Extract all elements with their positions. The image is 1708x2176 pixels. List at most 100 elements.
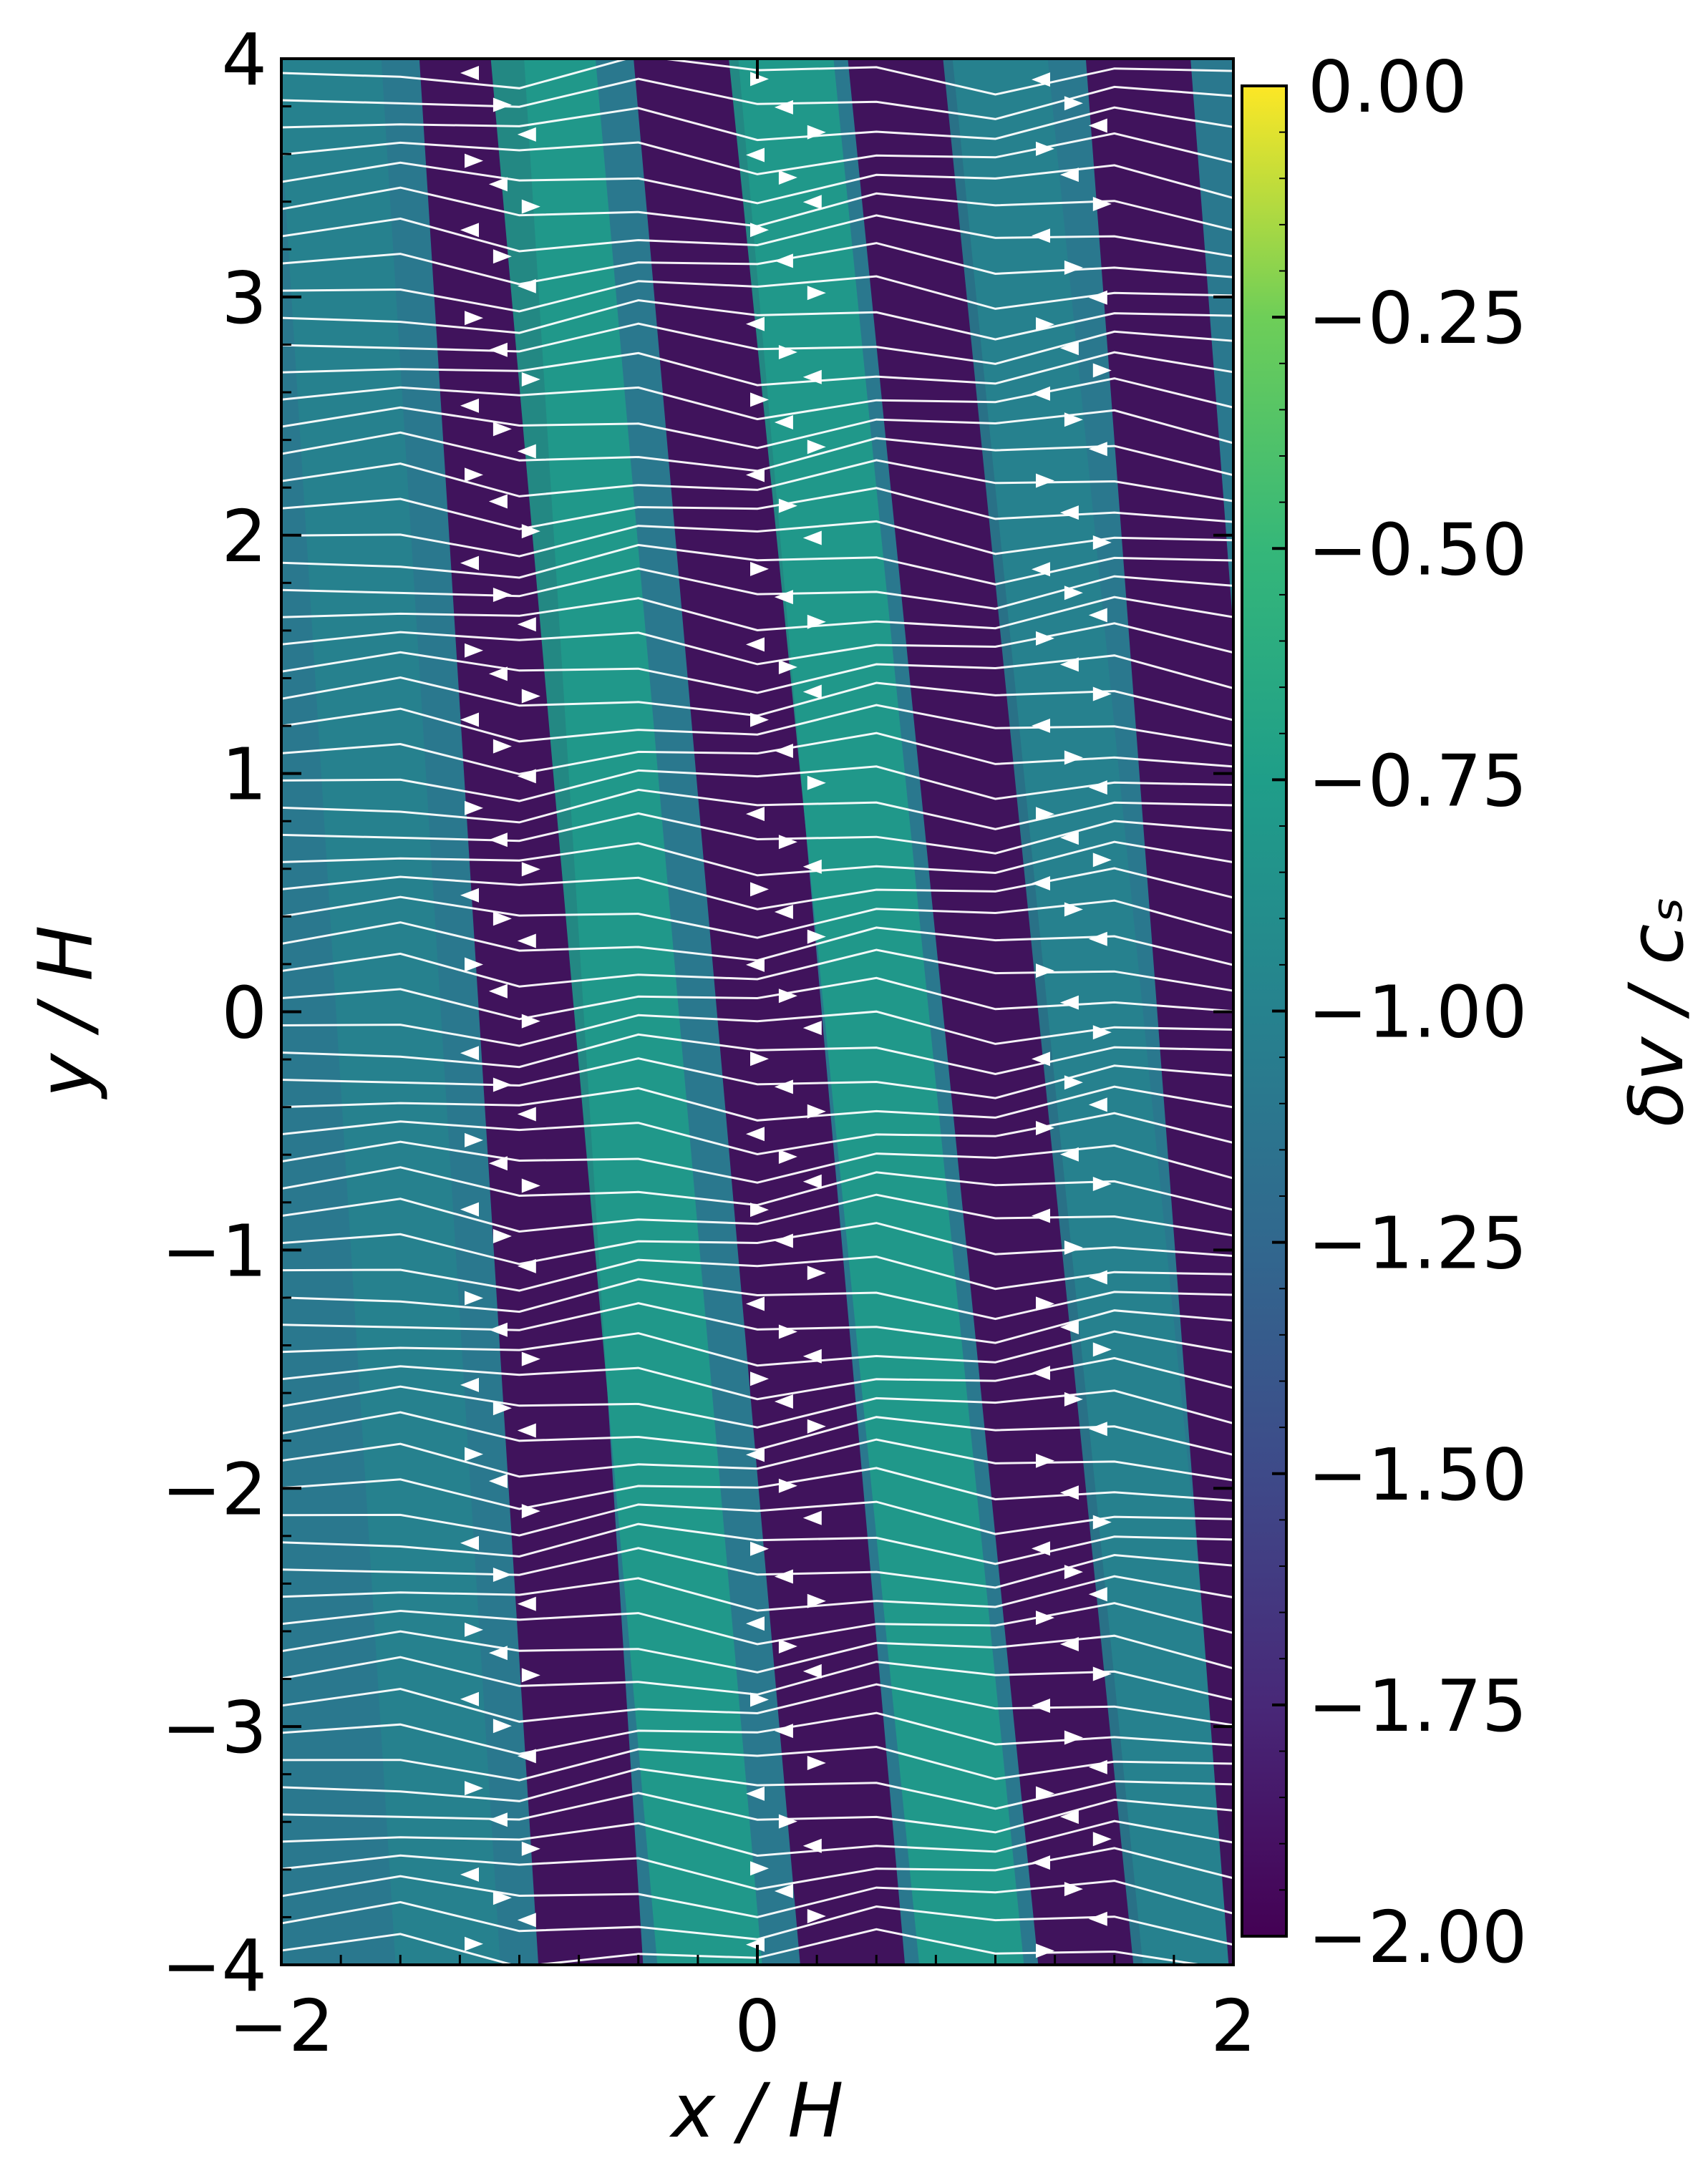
streamline-arrow bbox=[774, 1569, 793, 1584]
y-tick-label: 4 bbox=[221, 18, 267, 102]
streamline bbox=[281, 1010, 1233, 1047]
streamline-arrow bbox=[521, 372, 540, 387]
streamline bbox=[281, 132, 1233, 175]
streamline bbox=[281, 1330, 1233, 1367]
streamline-arrow bbox=[1036, 473, 1054, 488]
streamline-arrow bbox=[488, 177, 508, 192]
streamline bbox=[281, 765, 1233, 802]
streamline bbox=[281, 1033, 1233, 1076]
streamline-arrow bbox=[774, 1883, 793, 1898]
streamline-arrow bbox=[521, 1841, 540, 1856]
streamline-arrow bbox=[750, 1692, 769, 1707]
streamline-arrow bbox=[1036, 807, 1054, 822]
streamline bbox=[281, 1438, 1233, 1482]
streamline-arrow bbox=[807, 286, 826, 301]
streamline-arrow bbox=[778, 170, 797, 185]
heatmap-band bbox=[943, 59, 1233, 1965]
streamline bbox=[281, 1656, 1233, 1701]
streamline-arrow bbox=[750, 1541, 769, 1556]
streamline-arrow bbox=[517, 444, 536, 459]
x-tick-label: 2 bbox=[1210, 1984, 1256, 2068]
streamline-arrow bbox=[488, 1156, 508, 1171]
streamline-arrow bbox=[750, 72, 769, 87]
streamline-arrow bbox=[1036, 631, 1054, 646]
streamline-arrow bbox=[488, 1646, 508, 1661]
streamline bbox=[281, 812, 1233, 855]
streamline-arrow bbox=[492, 587, 512, 602]
streamline bbox=[281, 459, 1233, 502]
y-tick-label: 1 bbox=[221, 733, 267, 817]
streamline-arrow bbox=[465, 1291, 483, 1306]
colorbar-label: δv / cₛ bbox=[1613, 896, 1700, 1127]
streamline bbox=[281, 77, 1233, 120]
streamline-arrow bbox=[1036, 1943, 1054, 1958]
streamline bbox=[281, 921, 1233, 966]
streamline bbox=[281, 1745, 1233, 1782]
streamline-arrow bbox=[1064, 1565, 1083, 1580]
streamline-arrow bbox=[1092, 686, 1112, 701]
heatmap-band bbox=[490, 59, 762, 1965]
streamline-arrow bbox=[521, 1178, 540, 1193]
streamline-arrow bbox=[521, 1668, 540, 1683]
streamline-arrow bbox=[517, 1258, 536, 1273]
streamline-arrow bbox=[460, 888, 479, 903]
streamline-arrow bbox=[460, 66, 479, 80]
streamline-arrow bbox=[465, 311, 483, 326]
streamline-arrow bbox=[802, 1021, 822, 1036]
streamline-arrow bbox=[746, 147, 765, 162]
colorbar-tick-label: −0.25 bbox=[1308, 276, 1527, 360]
streamline-arrow bbox=[778, 1324, 797, 1339]
streamline-arrow bbox=[488, 1474, 508, 1489]
colorbar: 0.00 −0.25 −0.50 −0.75 −1.00 −1.25 −1.50 −1.75 −… bbox=[1241, 45, 1700, 1979]
streamline-arrow bbox=[807, 125, 826, 140]
streamline-arrow bbox=[1064, 750, 1083, 765]
streamline-arrow bbox=[802, 859, 822, 874]
streamline-arrow bbox=[802, 684, 822, 699]
streamline-arrow bbox=[1032, 386, 1050, 401]
streamline-arrow bbox=[1064, 260, 1083, 275]
streamline bbox=[281, 1356, 1233, 1401]
streamline-arrow bbox=[1032, 1366, 1050, 1381]
heatmap-band bbox=[1085, 59, 1233, 1965]
streamline-arrow bbox=[774, 253, 793, 268]
streamline-arrow bbox=[465, 467, 483, 482]
streamline-arrow bbox=[807, 929, 826, 944]
streamline-arrow bbox=[465, 1936, 483, 1951]
streamline-arrow bbox=[1059, 1147, 1079, 1162]
streamline-arrow bbox=[1032, 1699, 1050, 1714]
streamline-arrow bbox=[778, 1149, 797, 1164]
streamline bbox=[281, 840, 1233, 877]
streamline-arrow bbox=[746, 1786, 765, 1801]
streamline bbox=[281, 704, 1233, 747]
streamline-arrow bbox=[746, 957, 765, 972]
streamline-arrow bbox=[774, 904, 793, 919]
streamline-arrow bbox=[517, 769, 536, 784]
streamline bbox=[281, 351, 1233, 387]
streamline-arrow bbox=[492, 1567, 512, 1582]
streamline-arrow bbox=[1088, 1422, 1107, 1437]
streamline-arrow bbox=[521, 1504, 540, 1519]
streamline-arrow bbox=[1088, 1270, 1107, 1285]
streamline-arrow bbox=[1088, 931, 1107, 946]
streamline-arrow bbox=[1059, 167, 1079, 183]
streamline-arrow bbox=[1092, 197, 1112, 212]
streamline-arrow bbox=[465, 1447, 483, 1462]
streamline-arrow bbox=[465, 1781, 483, 1796]
streamline-arrow bbox=[465, 800, 483, 815]
streamline-arrow bbox=[465, 1622, 483, 1637]
streamline-arrow bbox=[521, 1014, 540, 1029]
streamline-arrow bbox=[750, 1371, 769, 1386]
streamline bbox=[281, 867, 1233, 910]
streamline-arrow bbox=[488, 494, 508, 509]
streamline-arrow bbox=[1092, 1515, 1112, 1530]
x-tick-label: 0 bbox=[734, 1984, 780, 2068]
streamline-arrow bbox=[746, 1447, 765, 1462]
streamline-arrow bbox=[1036, 1786, 1054, 1801]
streamline-arrow bbox=[802, 1510, 822, 1525]
streamline-arrow bbox=[750, 1203, 769, 1218]
streamline-arrow bbox=[802, 1663, 822, 1679]
streamline-arrow bbox=[465, 643, 483, 658]
streamline-arrow bbox=[807, 614, 826, 629]
streamline-arrow bbox=[1092, 363, 1112, 378]
streamline bbox=[281, 1683, 1233, 1726]
